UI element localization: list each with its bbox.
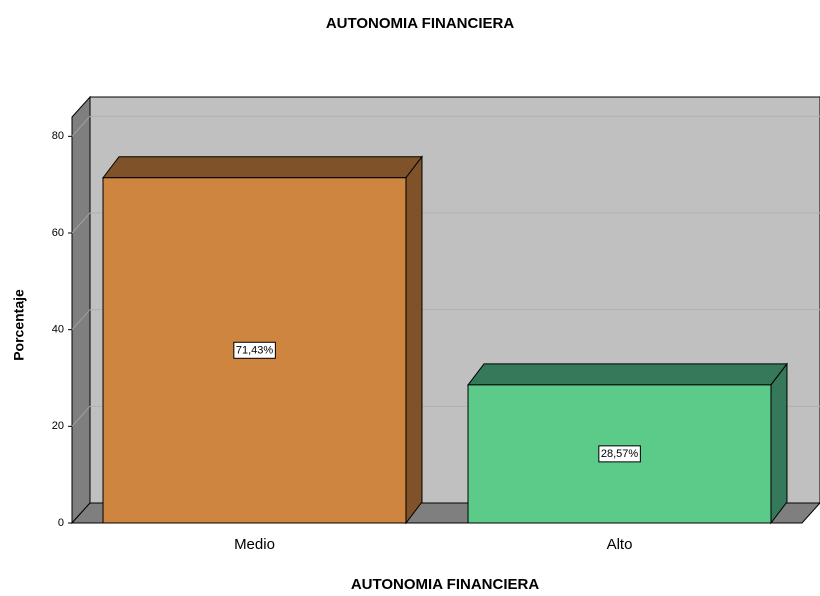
x-tick-label: Medio [234, 536, 275, 553]
bar-side [770, 362, 788, 525]
chart-title: AUTONOMIA FINANCIERA [326, 15, 514, 32]
grid-line [71, 405, 91, 427]
y-tick-label: 20 [52, 420, 64, 432]
x-axis-title: AUTONOMIA FINANCIERA [351, 576, 539, 593]
value-label: 71,43% [236, 344, 274, 356]
y-tick-label: 80 [52, 130, 64, 142]
bar [467, 362, 788, 525]
value-label: 28,57% [601, 448, 639, 460]
value-label-box [233, 341, 276, 359]
y-tick-label: 60 [52, 227, 64, 239]
grid-line [71, 212, 91, 234]
bar-side [405, 155, 423, 525]
bar-top [102, 156, 423, 179]
y-axis-title: Porcentaje [11, 289, 27, 361]
bar [102, 155, 423, 525]
grid-line [71, 115, 91, 137]
y-tick-label: 0 [58, 517, 64, 529]
left-wall [71, 95, 91, 525]
x-tick-label: Alto [607, 536, 633, 553]
y-tick-label: 40 [52, 324, 64, 336]
value-label-box [598, 445, 641, 463]
bar-top [467, 363, 788, 386]
grid-line [71, 309, 91, 331]
